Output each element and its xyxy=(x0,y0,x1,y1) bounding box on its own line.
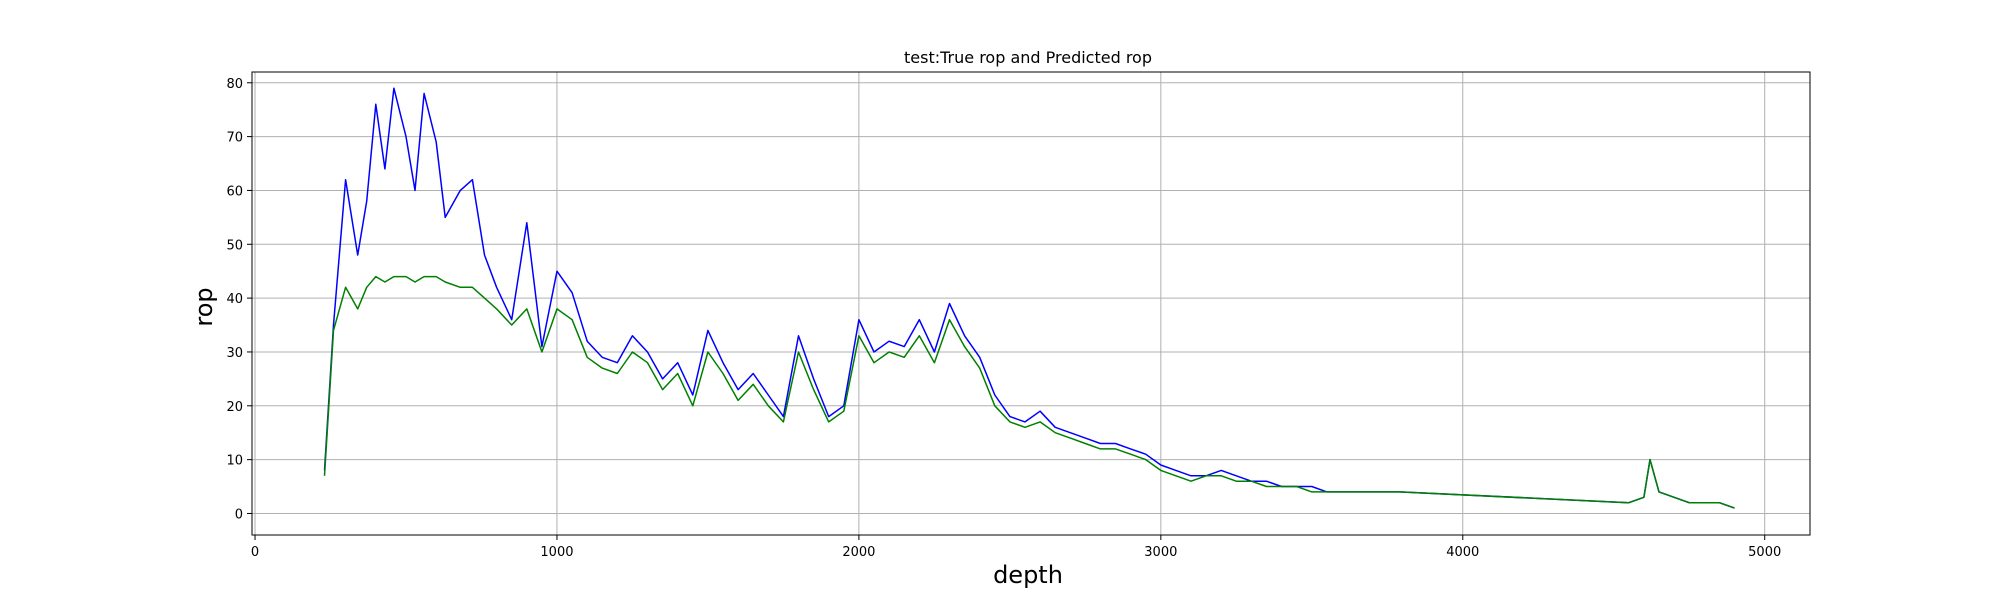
x-tick-label: 0 xyxy=(251,545,259,560)
y-axis-ticks: 0 10 20 30 40 50 60 70 80 xyxy=(226,77,252,522)
y-tick-label: 30 xyxy=(226,346,243,361)
x-tick-label: 2000 xyxy=(842,545,875,560)
y-tick-label: 20 xyxy=(226,400,243,415)
y-tick-label: 50 xyxy=(226,238,243,253)
x-tick-label: 5000 xyxy=(1748,545,1781,560)
y-tick-label: 10 xyxy=(226,454,243,469)
x-axis-ticks: 0 1000 2000 3000 4000 5000 xyxy=(251,535,1781,560)
y-tick-label: 70 xyxy=(226,131,243,146)
series-line-green xyxy=(323,275,1735,509)
y-tick-label: 60 xyxy=(226,184,243,199)
plot-frame xyxy=(251,71,1811,536)
x-axis-label: depth xyxy=(993,561,1063,589)
y-tick-label: 0 xyxy=(235,507,243,522)
y-axis-label: rop xyxy=(190,287,218,326)
y-tick-label: 80 xyxy=(226,77,243,92)
chart-title: test:True rop and Predicted rop xyxy=(904,48,1152,67)
y-tick-label: 40 xyxy=(226,292,243,307)
series-layer xyxy=(323,87,1735,509)
x-tick-label: 3000 xyxy=(1144,545,1177,560)
grid-lines xyxy=(252,72,1810,535)
x-tick-label: 1000 xyxy=(540,545,573,560)
x-tick-label: 4000 xyxy=(1446,545,1479,560)
series-line-blue xyxy=(323,87,1735,509)
